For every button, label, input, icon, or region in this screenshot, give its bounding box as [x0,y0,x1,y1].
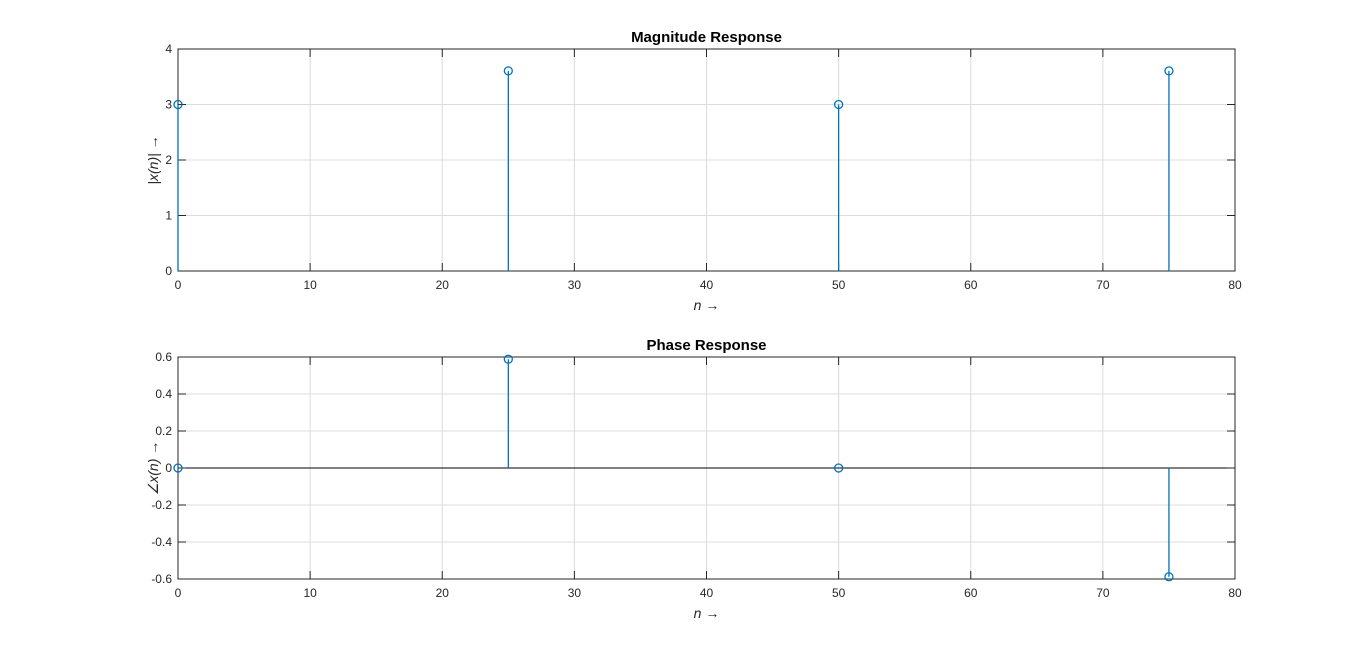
magnitude-grid [177,48,1236,272]
magnitude-stem-marker [503,66,513,76]
phase-y-tick-label: -0.6 [151,572,172,586]
phase-y-tick-label: -0.4 [151,535,172,549]
magnitude-x-tick-label: 40 [700,278,714,292]
magnitude-y-tick-label: 1 [165,209,172,223]
phase-y-axis-label: ∠x(n) → [145,441,161,496]
magnitude-x-tick-label: 50 [832,278,846,292]
magnitude-stem-marker [1164,66,1174,76]
phase-plot-title: Phase Response [646,337,766,354]
phase-x-tick-label: 50 [832,586,846,600]
magnitude-y-tick-label: 3 [165,98,172,112]
magnitude-x-tick-label: 0 [175,278,182,292]
phase-x-tick-label: 20 [436,586,450,600]
phase-x-tick-label: 10 [303,586,317,600]
phase-response-plot: Phase Response n → ∠x(n) → 0 10 20 30 40 50 60… [145,337,1242,621]
phase-y-tick-label: 0.4 [155,387,172,401]
phase-stem-marker [503,354,513,364]
magnitude-x-tick-label: 70 [1096,278,1110,292]
phase-stem-marker [833,463,844,473]
phase-y-tick-label: -0.2 [151,498,172,512]
phase-y-tick-label: 0 [165,461,172,475]
magnitude-response-plot: Magnitude Response n → |x(n)| → 0 10 20 30 4… [145,29,1242,313]
phase-stem-marker [1164,572,1174,582]
magnitude-y-tick-label: 4 [165,42,172,56]
phase-x-tick-label: 30 [568,586,582,600]
phase-y-tick-label: 0.6 [155,350,172,364]
magnitude-x-tick-label: 10 [303,278,317,292]
phase-x-tick-label: 0 [175,586,182,600]
phase-x-tick-label: 80 [1228,586,1242,600]
magnitude-y-tick-label: 2 [165,153,172,167]
magnitude-x-axis-label: n → [694,297,720,313]
magnitude-x-tick-label: 20 [436,278,450,292]
phase-x-tick-label: 40 [700,586,714,600]
magnitude-y-axis-label: |x(n)| → [145,135,161,184]
magnitude-stem-marker [833,99,844,110]
phase-x-tick-label: 60 [964,586,978,600]
magnitude-x-tick-label: 60 [964,278,978,292]
magnitude-stem-marker [173,99,183,110]
magnitude-y-tick-label: 0 [165,264,172,278]
magnitude-x-tick-label: 30 [568,278,582,292]
phase-x-axis-label: n → [694,605,720,621]
phase-y-tick-label: 0.2 [155,424,172,438]
magnitude-plot-title: Magnitude Response [631,29,782,46]
phase-stem-marker [173,463,183,473]
magnitude-x-tick-label: 80 [1228,278,1242,292]
phase-x-tick-label: 70 [1096,586,1110,600]
